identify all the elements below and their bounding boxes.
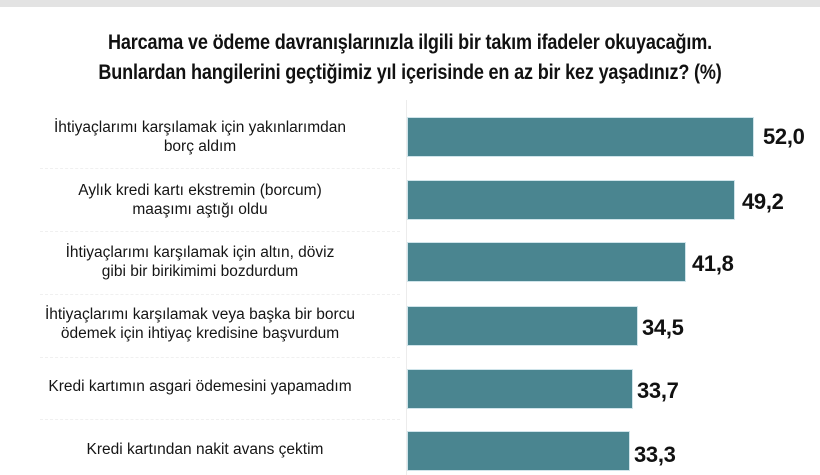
- category-label-line: İhtiyaçlarımı karşılamak için yakınlarım…: [53, 119, 346, 136]
- bar-statement-exceeded-salary: [408, 181, 734, 219]
- category-label-missed-minimum-payment: Kredi kartımın asgari ödemesini yapamadı…: [0, 377, 400, 396]
- row-separator: [40, 357, 400, 358]
- y-axis-line: [406, 100, 407, 475]
- row-separator: [40, 294, 400, 295]
- bar-value-label: 34,5: [642, 315, 684, 340]
- chart-title: Harcama ve ödeme davranışlarınızla ilgil…: [57, 28, 762, 88]
- row-separator: [40, 419, 400, 420]
- category-label-line: İhtiyaçlarımı karşılamak için altın, döv…: [65, 244, 335, 261]
- category-label-borrowed-from-relatives: İhtiyaçlarımı karşılamak için yakınlarım…: [0, 118, 400, 156]
- category-label-line: Kredi kartımın asgari ödemesini yapamadı…: [48, 378, 352, 395]
- bar-missed-minimum-payment: [408, 370, 632, 408]
- chart-title-line-2: Bunlardan hangilerini geçtiğimiz yıl içe…: [98, 61, 722, 84]
- bar-value-label: 33,7: [637, 378, 679, 403]
- category-label-line: Aylık kredi kartı ekstremin (borcum): [78, 182, 322, 199]
- bar-cash-advance: [408, 432, 629, 470]
- category-label-statement-exceeded-salary: Aylık kredi kartı ekstremin (borcum) maa…: [0, 181, 400, 219]
- bar-value-label: 52,0: [763, 124, 805, 149]
- category-label-line: İhtiyaçlarımı karşılamak veya başka bir …: [44, 306, 356, 323]
- category-label-line: borç aldım: [163, 138, 237, 155]
- chart-title-line-1: Harcama ve ödeme davranışlarınızla ilgil…: [108, 31, 712, 54]
- category-label-line: maaşımı aştığı oldu: [132, 201, 268, 218]
- category-label-cash-advance: Kredi kartından nakit avans çektim: [5, 440, 405, 459]
- category-label-line: gibi bir birikimimi bozdurdum: [101, 263, 299, 280]
- category-label-line: ödemek için ihtiyaç kredisine başvurdum: [60, 325, 340, 342]
- bar-sold-savings: [408, 243, 685, 281]
- bar-value-label: 33,3: [634, 442, 676, 467]
- row-separator: [40, 168, 400, 169]
- bar-applied-for-loan: [408, 307, 637, 345]
- category-label-sold-savings: İhtiyaçlarımı karşılamak için altın, döv…: [0, 243, 400, 281]
- category-label-applied-for-loan: İhtiyaçlarımı karşılamak veya başka bir …: [0, 305, 400, 343]
- category-label-line: Kredi kartından nakit avans çektim: [86, 441, 324, 458]
- row-separator: [40, 231, 400, 232]
- top-band: [0, 0, 820, 7]
- bar-value-label: 41,8: [692, 251, 734, 276]
- bar-value-label: 49,2: [742, 189, 784, 214]
- bar-borrowed-from-relatives: [408, 118, 753, 156]
